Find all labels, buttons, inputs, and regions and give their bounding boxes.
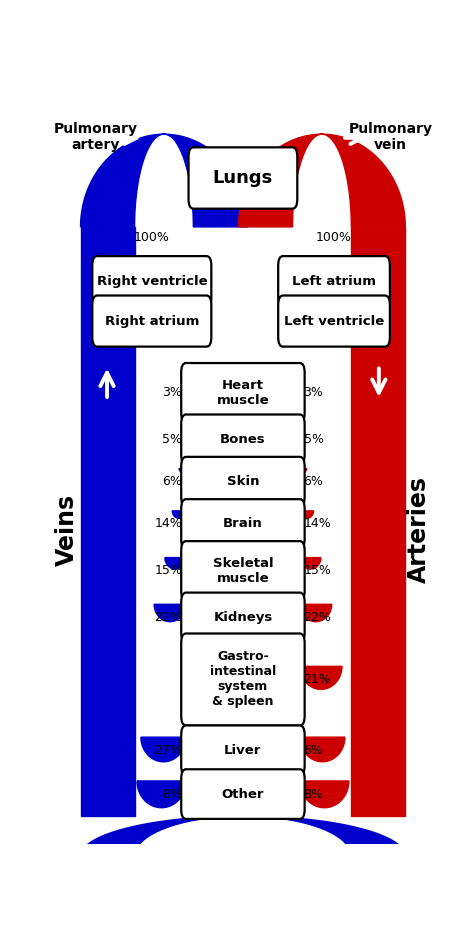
FancyBboxPatch shape — [278, 256, 390, 307]
Text: 6%: 6% — [303, 475, 323, 488]
FancyBboxPatch shape — [181, 769, 305, 819]
Text: 22%: 22% — [155, 611, 182, 624]
Polygon shape — [300, 604, 332, 622]
Text: Liver: Liver — [224, 744, 262, 757]
Text: Pulmonary
artery: Pulmonary artery — [53, 122, 137, 153]
Polygon shape — [165, 557, 186, 569]
FancyBboxPatch shape — [181, 414, 305, 465]
Text: 6%: 6% — [163, 475, 182, 488]
FancyBboxPatch shape — [181, 725, 305, 775]
Text: Skin: Skin — [227, 475, 259, 488]
FancyBboxPatch shape — [189, 147, 297, 209]
Polygon shape — [300, 666, 342, 689]
Polygon shape — [300, 781, 349, 808]
Text: Left ventricle: Left ventricle — [284, 315, 384, 328]
Polygon shape — [182, 427, 186, 428]
Polygon shape — [238, 135, 405, 227]
Bar — [351, 227, 405, 816]
FancyBboxPatch shape — [181, 500, 305, 549]
Polygon shape — [141, 738, 186, 762]
Text: 8%: 8% — [162, 788, 182, 800]
Polygon shape — [154, 604, 186, 622]
Bar — [81, 227, 135, 816]
Text: Kidneys: Kidneys — [213, 611, 273, 624]
Text: 5%: 5% — [162, 433, 182, 446]
Polygon shape — [81, 135, 247, 227]
Text: 15%: 15% — [303, 564, 331, 577]
Text: Lungs: Lungs — [213, 169, 273, 187]
Polygon shape — [81, 816, 405, 856]
FancyBboxPatch shape — [181, 541, 305, 600]
Text: 21%: 21% — [303, 673, 331, 686]
Text: 3%: 3% — [303, 386, 323, 399]
Polygon shape — [300, 427, 304, 428]
Text: 8%: 8% — [303, 788, 324, 800]
Polygon shape — [300, 511, 314, 519]
Text: 27%: 27% — [155, 744, 182, 757]
Text: Gastro-
intestinal
system
& spleen: Gastro- intestinal system & spleen — [210, 650, 276, 708]
Text: 100%: 100% — [316, 230, 352, 244]
Polygon shape — [300, 738, 345, 762]
Text: Bones: Bones — [220, 433, 266, 446]
Polygon shape — [300, 468, 307, 472]
Text: Other: Other — [222, 788, 264, 800]
Text: Skeletal
muscle: Skeletal muscle — [213, 556, 273, 585]
Text: Right ventricle: Right ventricle — [97, 275, 207, 288]
Text: Arteries: Arteries — [407, 476, 430, 583]
Polygon shape — [137, 781, 186, 808]
FancyBboxPatch shape — [181, 592, 305, 642]
Polygon shape — [179, 468, 186, 472]
Text: Left atrium: Left atrium — [292, 275, 376, 288]
Text: 22%: 22% — [303, 611, 331, 624]
Text: 14%: 14% — [155, 518, 182, 531]
Text: 14%: 14% — [303, 518, 331, 531]
Text: Brain: Brain — [223, 518, 263, 531]
Text: 100%: 100% — [134, 230, 170, 244]
Polygon shape — [300, 557, 321, 569]
Text: Pulmonary
vein: Pulmonary vein — [348, 122, 433, 153]
FancyBboxPatch shape — [181, 457, 305, 506]
Polygon shape — [172, 511, 186, 519]
Text: Right atrium: Right atrium — [105, 315, 199, 328]
Text: Veins: Veins — [55, 494, 79, 566]
FancyBboxPatch shape — [92, 296, 211, 347]
FancyBboxPatch shape — [278, 296, 390, 347]
Text: 3%: 3% — [163, 386, 182, 399]
FancyBboxPatch shape — [92, 256, 211, 307]
FancyBboxPatch shape — [181, 363, 305, 422]
FancyBboxPatch shape — [181, 633, 305, 725]
Text: 15%: 15% — [155, 564, 182, 577]
Text: 5%: 5% — [303, 433, 324, 446]
Text: 6%: 6% — [303, 744, 323, 757]
Text: Heart
muscle: Heart muscle — [217, 378, 269, 407]
